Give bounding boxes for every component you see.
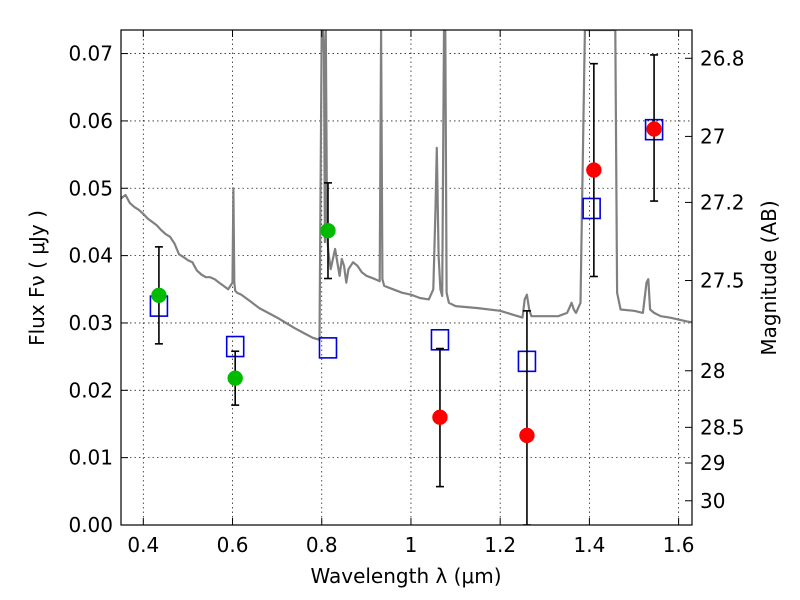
magnitude-tick-label: 29 (700, 451, 725, 475)
y-tick-label: 0.06 (68, 109, 113, 133)
magnitude-tick-label: 26.8 (700, 46, 745, 70)
flux-point (586, 162, 602, 178)
magnitude-tick-label: 27.5 (700, 269, 745, 293)
flux-point (151, 287, 167, 304)
right-axis-label: Magnitude (AB) (757, 200, 781, 355)
x-tick-label: 1.4 (573, 533, 605, 557)
x-tick-label: 1 (405, 533, 418, 557)
x-tick-label: 1.2 (484, 533, 516, 557)
y-tick-label: 0.07 (68, 42, 113, 66)
x-tick-label: 0.4 (127, 533, 159, 557)
magnitude-tick-label: 27 (700, 124, 725, 148)
flux-point (227, 370, 243, 386)
magnitude-tick-label: 30 (700, 489, 725, 513)
y-tick-label: 0.01 (68, 446, 113, 470)
y-tick-label: 0.04 (68, 244, 113, 268)
model-band-square (318, 337, 338, 359)
y-tick-label: 0.05 (68, 176, 113, 200)
flux-point (646, 121, 662, 137)
x-axis-label: Wavelength λ (μm) (310, 564, 501, 588)
plot-frame (120, 29, 693, 526)
axes: 0.4 0.6 0.8 1 1.2 1.4 1.6 0.00 0.01 0.02 0.03 0.04 0… (68, 30, 745, 557)
y-tick-label: 0.02 (68, 378, 113, 402)
y-tick-label: 0.00 (68, 513, 113, 537)
magnitude-tick-label: 28.5 (700, 415, 745, 439)
y-axis-label: Flux Fν ( μJy ) (25, 210, 49, 346)
model-band-square (582, 197, 601, 220)
plot-area (121, 30, 692, 525)
flux-point (519, 427, 535, 444)
magnitude-tick-label: 27.2 (700, 190, 745, 214)
x-tick-label: 0.6 (217, 533, 249, 557)
model-spectrum-line (121, 30, 692, 341)
x-tick-label: 0.8 (306, 533, 338, 557)
y-tick-label: 0.03 (68, 311, 113, 335)
flux-point (432, 409, 448, 425)
flux-point (320, 222, 336, 239)
magnitude-tick-label: 28 (700, 359, 725, 383)
x-tick-label: 1.6 (663, 533, 695, 557)
